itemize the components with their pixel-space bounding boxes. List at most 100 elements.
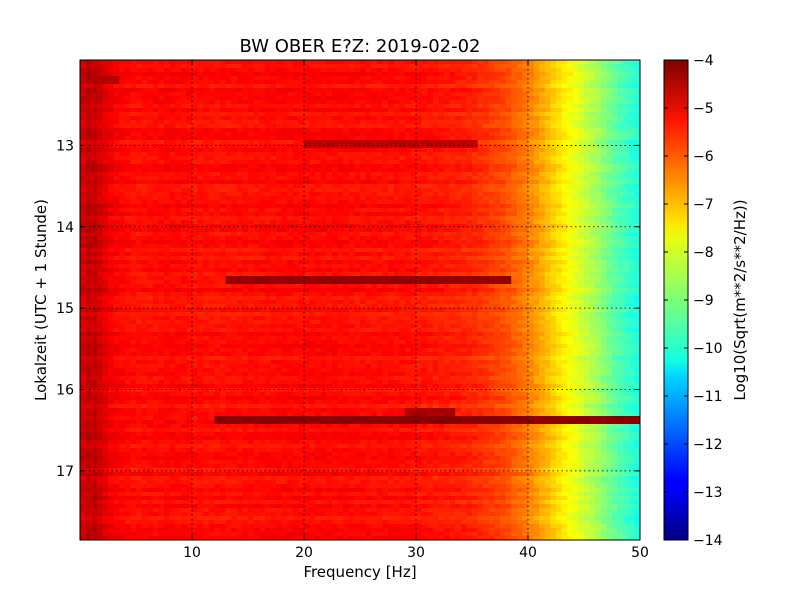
- heatmap-cell: [522, 92, 529, 97]
- heatmap-cell: [544, 240, 551, 245]
- heatmap-cell: [203, 84, 210, 89]
- heatmap-cell: [214, 92, 221, 97]
- heatmap-cell: [130, 224, 137, 229]
- heatmap-cell: [136, 132, 143, 137]
- heatmap-cell: [192, 164, 199, 169]
- heatmap-cell: [320, 172, 327, 177]
- heatmap-cell: [584, 100, 591, 105]
- heatmap-cell: [287, 220, 294, 225]
- heatmap-cell: [466, 64, 473, 69]
- heatmap-cell: [360, 196, 367, 201]
- heatmap-cell: [533, 160, 540, 165]
- heatmap-cell: [360, 140, 367, 145]
- heatmap-cell: [382, 132, 389, 137]
- heatmap-cell: [472, 124, 479, 129]
- heatmap-cell: [141, 112, 148, 117]
- heatmap-cell: [533, 100, 540, 105]
- heatmap-cell: [91, 200, 98, 205]
- heatmap-cell: [511, 140, 518, 145]
- heatmap-cell: [404, 192, 411, 197]
- heatmap-cell: [550, 112, 557, 117]
- heatmap-cell: [276, 236, 283, 241]
- heatmap-cell: [337, 96, 344, 101]
- heatmap-cell: [119, 228, 126, 233]
- heatmap-cell: [186, 148, 193, 153]
- heatmap-cell: [606, 88, 613, 93]
- heatmap-cell: [539, 112, 546, 117]
- heatmap-cell: [147, 156, 154, 161]
- heatmap-cell: [578, 104, 585, 109]
- heatmap-cell: [528, 256, 535, 261]
- heatmap-cell: [606, 64, 613, 69]
- heatmap-cell: [287, 172, 294, 177]
- heatmap-cell: [572, 136, 579, 141]
- heatmap-cell: [264, 212, 271, 217]
- heatmap-cell: [488, 220, 495, 225]
- heatmap-cell: [516, 244, 523, 249]
- heatmap-cell: [276, 184, 283, 189]
- heatmap-cell: [539, 232, 546, 237]
- heatmap-cell: [91, 204, 98, 209]
- heatmap-cell: [119, 224, 126, 229]
- heatmap-cell: [91, 168, 98, 173]
- heatmap-cell: [421, 116, 428, 121]
- heatmap-cell: [242, 188, 249, 193]
- heatmap-cell: [214, 180, 221, 185]
- heatmap-cell: [488, 240, 495, 245]
- heatmap-cell: [236, 148, 243, 153]
- heatmap-cell: [516, 212, 523, 217]
- heatmap-cell: [432, 192, 439, 197]
- heatmap-cell: [612, 104, 619, 109]
- heatmap-cell: [315, 196, 322, 201]
- heatmap-cell: [85, 204, 92, 209]
- heatmap-cell: [264, 112, 271, 117]
- heatmap-cell: [556, 200, 563, 205]
- heatmap-cell: [80, 192, 87, 197]
- heatmap-cell: [175, 128, 182, 133]
- heatmap-cell: [544, 116, 551, 121]
- heatmap-cell: [612, 148, 619, 153]
- heatmap-cell: [483, 100, 490, 105]
- heatmap-cell: [623, 220, 630, 225]
- heatmap-cell: [589, 232, 596, 237]
- heatmap-cell: [393, 76, 400, 81]
- heatmap-cell: [360, 64, 367, 69]
- heatmap-cell: [466, 148, 473, 153]
- heatmap-cell: [220, 188, 227, 193]
- heatmap-cell: [113, 84, 120, 89]
- heatmap-cell: [158, 188, 165, 193]
- heatmap-cell: [606, 136, 613, 141]
- heatmap-cell: [164, 204, 171, 209]
- heatmap-cell: [326, 108, 333, 113]
- heatmap-cell: [399, 80, 406, 85]
- heatmap-cell: [416, 92, 423, 97]
- heatmap-cell: [556, 92, 563, 97]
- heatmap-cell: [483, 120, 490, 125]
- heatmap-cell: [612, 248, 619, 253]
- heatmap-cell: [376, 96, 383, 101]
- heatmap-cell: [589, 204, 596, 209]
- heatmap-cell: [169, 100, 176, 105]
- heatmap-cell: [147, 196, 154, 201]
- heatmap-cell: [572, 184, 579, 189]
- heatmap-cell: [477, 148, 484, 153]
- heatmap-cell: [124, 200, 131, 205]
- heatmap-cell: [444, 192, 451, 197]
- heatmap-cell: [550, 252, 557, 257]
- heatmap-cell: [124, 236, 131, 241]
- heatmap-cell: [382, 196, 389, 201]
- heatmap-cell: [276, 232, 283, 237]
- heatmap-cell: [214, 208, 221, 213]
- heatmap-cell: [472, 164, 479, 169]
- heatmap-cell: [348, 192, 355, 197]
- heatmap-cell: [421, 184, 428, 189]
- heatmap-cell: [595, 100, 602, 105]
- heatmap-cell: [623, 212, 630, 217]
- heatmap-cell: [80, 96, 87, 101]
- heatmap-cell: [388, 156, 395, 161]
- heatmap-cell: [292, 116, 299, 121]
- heatmap-cell: [337, 248, 344, 253]
- heatmap-cell: [617, 220, 624, 225]
- heatmap-cell: [567, 112, 574, 117]
- heatmap-cell: [287, 76, 294, 81]
